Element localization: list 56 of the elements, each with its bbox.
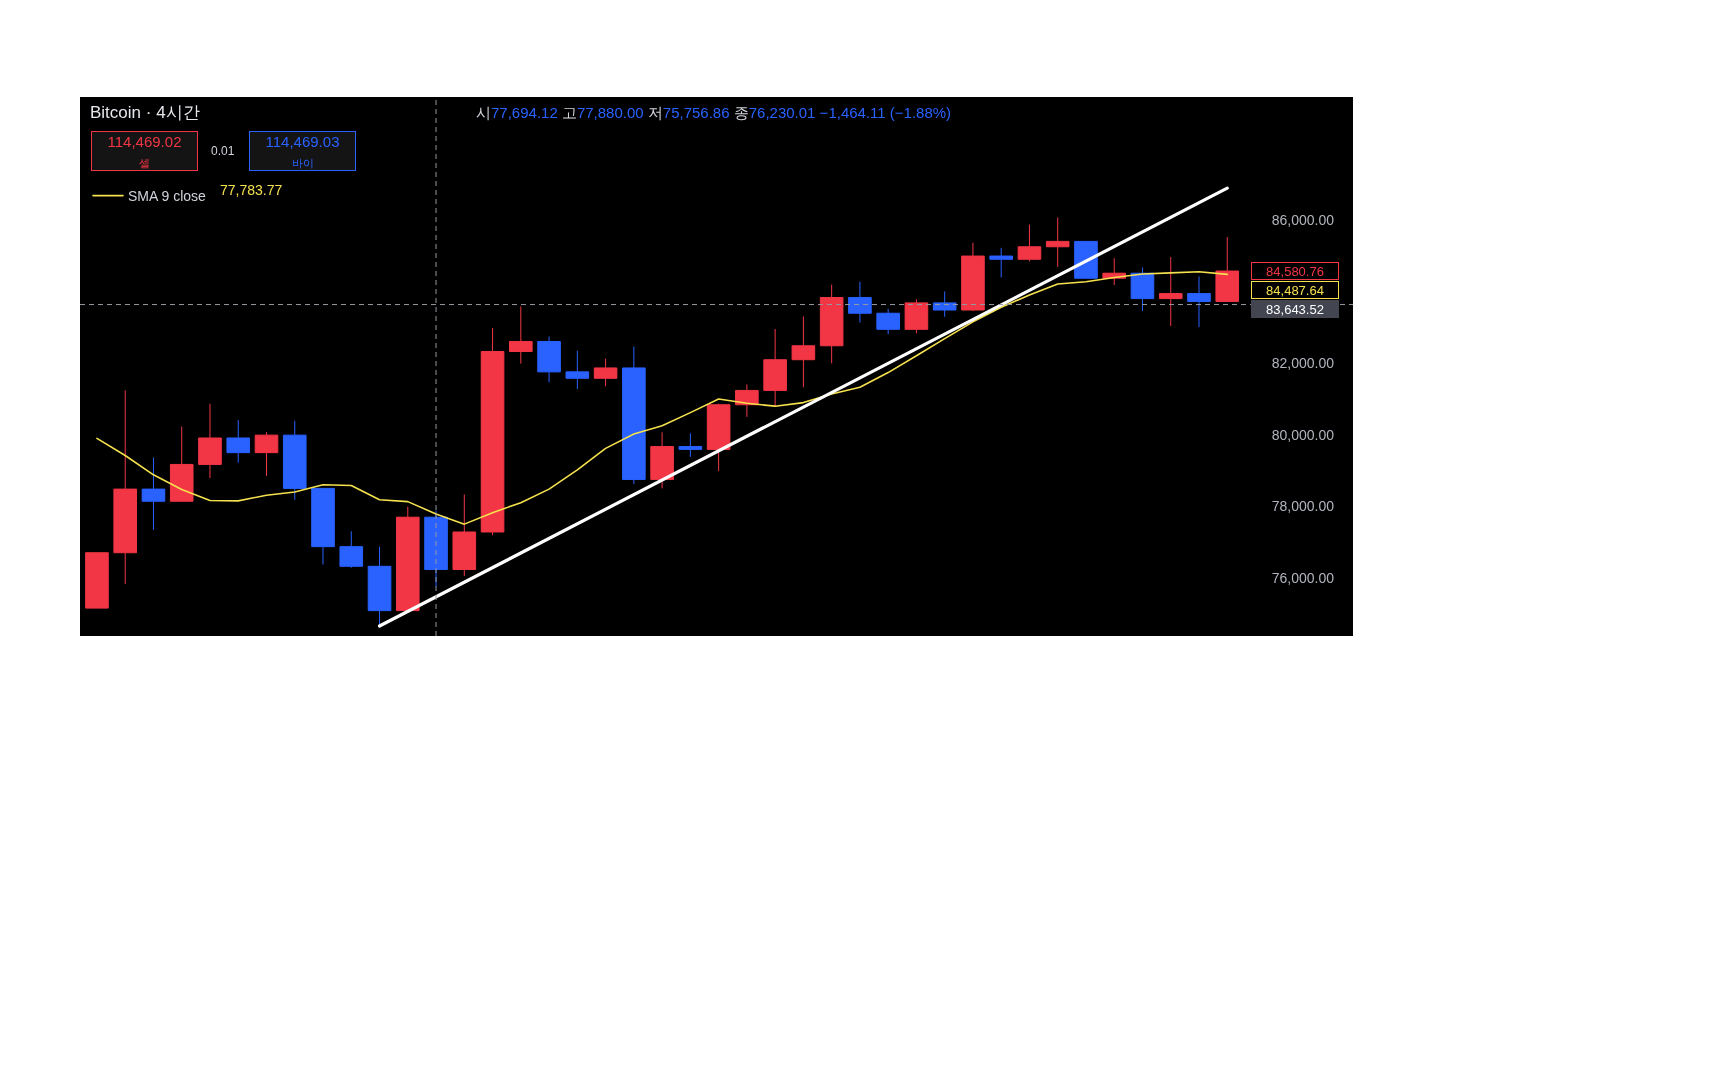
candlestick	[848, 281, 872, 324]
candlestick	[961, 242, 985, 312]
candlestick	[989, 247, 1013, 278]
candlestick	[509, 305, 533, 365]
candlestick	[113, 389, 138, 585]
y-tick-label: 78,000.00	[1271, 498, 1335, 515]
candlestick	[395, 506, 420, 612]
y-tick-label: 76,000.00	[1271, 569, 1335, 586]
candlestick	[1130, 266, 1155, 312]
annotation: 77,783.77	[220, 182, 283, 198]
candlestick	[622, 345, 646, 485]
text: 시77,694.12 고77,880.00 저75,756.86 종76,230.01 −1,464.11 (−1.88%)	[476, 104, 952, 121]
candlestick	[678, 432, 703, 458]
candlestick	[424, 510, 448, 587]
candlestick	[1017, 224, 1042, 262]
candlestick	[791, 315, 816, 388]
candlestick	[254, 431, 279, 477]
chart-title: Bitcoin · 4시간	[90, 102, 200, 122]
candlestick	[141, 457, 166, 531]
candlestick	[819, 284, 844, 364]
candlestick	[706, 403, 731, 472]
candlestick	[904, 298, 929, 334]
text: 84,487.64	[1266, 282, 1324, 298]
candlestick	[537, 335, 561, 383]
candlestick	[876, 308, 900, 335]
y-tick-label: 86,000.00	[1271, 212, 1335, 229]
candlestick	[932, 290, 957, 318]
candlestick	[282, 420, 307, 501]
candlestick	[311, 487, 335, 566]
line-series	[96, 270, 1229, 525]
candlestick	[1215, 236, 1240, 302]
candlestick	[1187, 275, 1211, 328]
candlestick	[339, 530, 364, 569]
text: 84,580.76	[1266, 263, 1324, 279]
candlestick	[169, 426, 194, 502]
candlestick	[1074, 240, 1098, 279]
y-tick-label: 80,000.00	[1271, 426, 1335, 443]
y-tick-label: 82,000.00	[1271, 355, 1335, 372]
candlestick	[226, 419, 251, 464]
candlestick	[480, 327, 505, 536]
candlestick	[650, 431, 674, 489]
annotation: 114,469.02 셀	[107, 133, 182, 169]
candlestick	[593, 358, 618, 387]
annotation: 0.01	[211, 144, 235, 158]
candlestick	[452, 493, 477, 577]
legend-label: SMA 9 close	[128, 188, 207, 205]
candlestick	[735, 383, 759, 418]
annotation: 114,469.03 바이	[265, 133, 340, 169]
candlestick	[1158, 256, 1183, 327]
candlestick	[565, 350, 590, 390]
candlestick	[367, 546, 392, 627]
ref-line-label: 83,643.52	[1266, 301, 1324, 317]
candlestick	[1045, 216, 1070, 268]
candlestick	[85, 552, 109, 609]
candlestick	[763, 328, 787, 408]
candlestick	[198, 403, 222, 479]
